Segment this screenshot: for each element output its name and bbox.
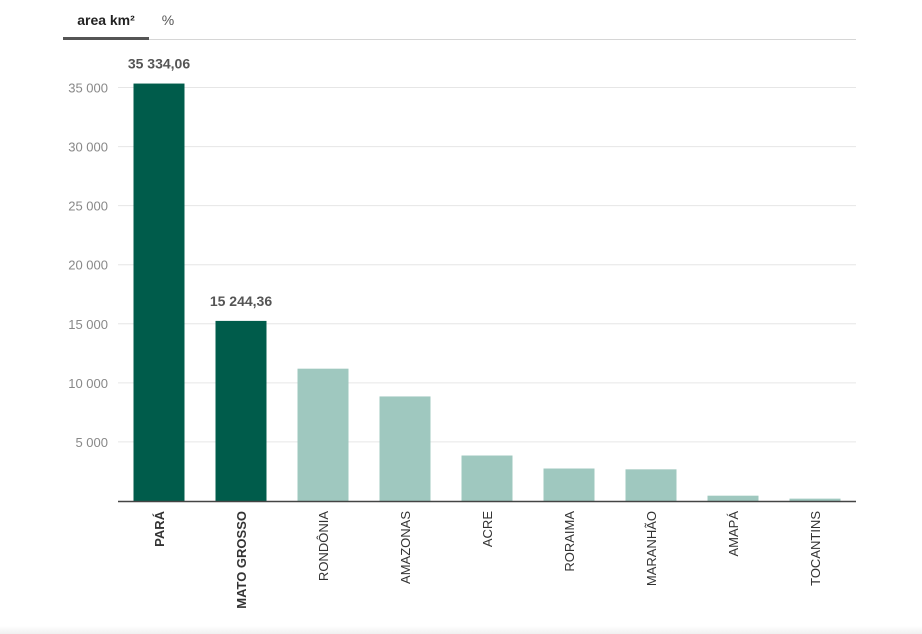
bar[interactable] bbox=[789, 498, 841, 501]
tabs-divider bbox=[63, 39, 856, 40]
bar[interactable] bbox=[379, 396, 431, 501]
bar[interactable] bbox=[543, 468, 595, 501]
bottom-shadow bbox=[0, 626, 922, 634]
y-tick-label: 30 000 bbox=[68, 140, 108, 155]
data-label: 35 334,06 bbox=[128, 56, 190, 72]
bar[interactable] bbox=[133, 83, 185, 502]
x-tick-label: PARÁ bbox=[152, 510, 167, 546]
x-tick-label: ACRE bbox=[480, 511, 495, 547]
x-tick-label: AMAZONAS bbox=[398, 511, 413, 584]
metric-tabs: area km² % bbox=[63, 0, 856, 40]
x-tick-label: MARANHÃO bbox=[644, 511, 659, 586]
x-tick-label: MATO GROSSO bbox=[234, 511, 249, 609]
y-tick-label: 20 000 bbox=[68, 258, 108, 273]
bar[interactable] bbox=[297, 368, 349, 501]
x-tick-label: RORAIMA bbox=[562, 511, 577, 572]
data-label: 15 244,36 bbox=[210, 293, 272, 309]
bar[interactable] bbox=[707, 495, 759, 501]
bar[interactable] bbox=[625, 469, 677, 501]
bar[interactable] bbox=[461, 455, 513, 501]
y-tick-label: 25 000 bbox=[68, 199, 108, 214]
x-tick-label: AMAPÁ bbox=[726, 511, 741, 557]
y-tick-label: 35 000 bbox=[68, 81, 108, 96]
tab-percent[interactable]: % bbox=[161, 12, 175, 28]
y-tick-label: 5 000 bbox=[75, 435, 108, 450]
x-tick-label: TOCANTINS bbox=[808, 511, 823, 586]
x-tick-label: RONDÔNIA bbox=[316, 511, 331, 581]
bar[interactable] bbox=[215, 320, 267, 501]
y-tick-label: 10 000 bbox=[68, 376, 108, 391]
y-tick-label: 15 000 bbox=[68, 317, 108, 332]
tab-area-km2[interactable]: area km² bbox=[63, 10, 149, 40]
